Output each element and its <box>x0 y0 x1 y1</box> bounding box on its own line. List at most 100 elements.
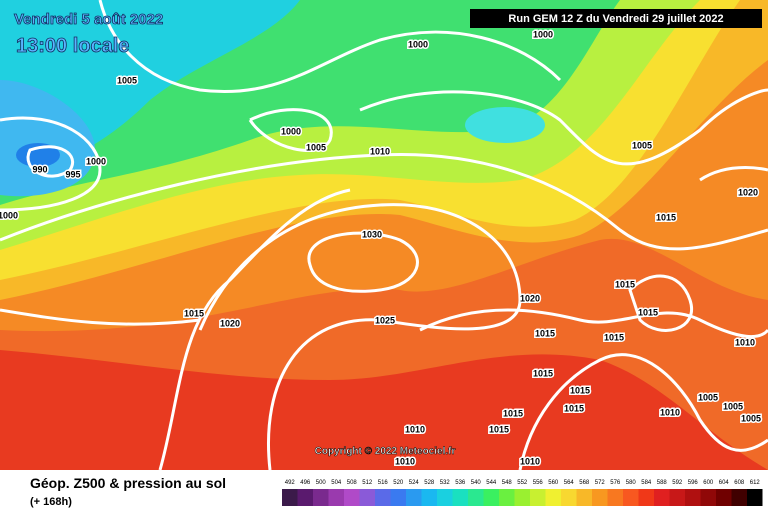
scale-swatch <box>669 489 685 506</box>
scale-label: 568 <box>579 480 590 486</box>
scale-label: 524 <box>409 480 420 486</box>
isobar-label: 1015 <box>656 212 676 222</box>
isobar-label: 1000 <box>281 126 301 136</box>
isobar-label: 1010 <box>370 146 390 156</box>
isobar-label: 1020 <box>738 187 758 197</box>
scale-swatch <box>685 489 701 506</box>
scale-label: 560 <box>548 480 559 486</box>
scale-swatch <box>592 489 608 506</box>
scale-swatch <box>328 489 344 506</box>
isobar-label: 1015 <box>535 328 555 338</box>
scale-swatch <box>607 489 623 506</box>
isobar-label: 1015 <box>503 408 523 418</box>
scale-swatch <box>576 489 592 506</box>
scale-label: 504 <box>331 480 342 486</box>
scale-swatch <box>654 489 670 506</box>
isobar-label: 995 <box>65 169 80 179</box>
isobar-label: 1015 <box>489 424 509 434</box>
isobar-label: 1015 <box>564 403 584 413</box>
isobar-label: 1015 <box>570 385 590 395</box>
run-info: Run GEM 12 Z du Vendredi 29 juillet 2022 <box>508 13 723 25</box>
scale-label: 580 <box>626 480 637 486</box>
isobar-label: 1010 <box>520 456 540 466</box>
scale-label: 540 <box>471 480 482 486</box>
scale-swatch <box>499 489 515 506</box>
color-scale: 492 496 500 504 508 512 516 520 524 528 532 536 540 5… <box>282 480 763 506</box>
scale-swatch <box>406 489 422 506</box>
isobar-label: 1000 <box>86 156 106 166</box>
isobar-label: 1010 <box>405 424 425 434</box>
scale-label: 528 <box>424 480 435 486</box>
scale-label: 592 <box>672 480 683 486</box>
isobar-label: 1015 <box>638 307 658 317</box>
scale-label: 536 <box>455 480 466 486</box>
isobar-label: 1005 <box>698 392 718 402</box>
scale-swatch <box>390 489 406 506</box>
scale-swatch <box>700 489 716 506</box>
scale-label: 548 <box>502 480 513 486</box>
scale-label: 500 <box>316 480 327 486</box>
isobar-label: 1005 <box>723 401 743 411</box>
scale-swatch <box>545 489 561 506</box>
scale-label: 544 <box>486 480 497 486</box>
scale-label: 556 <box>533 480 544 486</box>
isobar-label: 1000 <box>408 39 428 49</box>
scale-swatch <box>483 489 499 506</box>
scale-swatch <box>344 489 360 506</box>
scale-label: 588 <box>657 480 668 486</box>
run-box <box>470 9 762 28</box>
isobar-label: 1005 <box>117 75 137 85</box>
isobar-label: 1020 <box>520 293 540 303</box>
isobar-labels: 1000 1000 1005 1000 1005 1010 1000 990 995 1000 10… <box>0 28 763 468</box>
scale-label: 572 <box>595 480 606 486</box>
forecast-time: 13:00 locale <box>16 35 129 57</box>
isobar-label: 990 <box>32 164 47 174</box>
scale-swatch <box>716 489 732 506</box>
isobar-label: 1015 <box>615 279 635 289</box>
isobar-label: 1010 <box>735 337 755 347</box>
scale-swatch <box>313 489 329 506</box>
scale-swatch <box>437 489 453 506</box>
scale-swatch <box>623 489 639 506</box>
scale-label: 552 <box>517 480 528 486</box>
scale-label: 564 <box>564 480 575 486</box>
scale-swatch <box>375 489 391 506</box>
isobar-label: 1015 <box>184 308 204 318</box>
scale-label: 600 <box>703 480 714 486</box>
scale-label: 516 <box>378 480 389 486</box>
isobar-label: 1005 <box>306 142 326 152</box>
scale-label: 608 <box>734 480 745 486</box>
scale-swatch <box>514 489 530 506</box>
isobar-label: 1010 <box>395 456 415 466</box>
scale-label: 496 <box>300 480 311 486</box>
scale-swatch <box>468 489 484 506</box>
isobar-label: 1005 <box>632 140 652 150</box>
scale-label: 492 <box>285 480 296 486</box>
scale-swatch <box>638 489 654 506</box>
isobar-label: 1030 <box>362 229 382 239</box>
scale-label: 532 <box>440 480 451 486</box>
scale-swatch <box>731 489 747 506</box>
scale-swatch <box>452 489 468 506</box>
isobar-label: 1015 <box>604 332 624 342</box>
forecast-date: Vendredi 5 août 2022 <box>14 11 163 28</box>
isobars <box>0 0 768 471</box>
scale-swatch <box>359 489 375 506</box>
scale-label: 520 <box>393 480 404 486</box>
isobar-label: 1000 <box>0 210 18 220</box>
scale-label: 576 <box>610 480 621 486</box>
isobar-label: 1010 <box>660 407 680 417</box>
isobar-label: 1015 <box>533 368 553 378</box>
scale-swatch <box>297 489 313 506</box>
isobar-label: 1005 <box>741 413 761 423</box>
scale-swatch <box>421 489 437 506</box>
scale-swatch <box>747 489 763 506</box>
footer-lead: (+ 168h) <box>30 496 72 508</box>
copyright: Copyright © 2022 Meteociel.fr <box>315 446 456 457</box>
isobar-label: 1000 <box>533 29 553 39</box>
scale-swatch <box>561 489 577 506</box>
footer-title: Géop. Z500 & pression au sol <box>30 475 226 491</box>
scale-swatch <box>530 489 546 506</box>
scale-label: 604 <box>719 480 730 486</box>
